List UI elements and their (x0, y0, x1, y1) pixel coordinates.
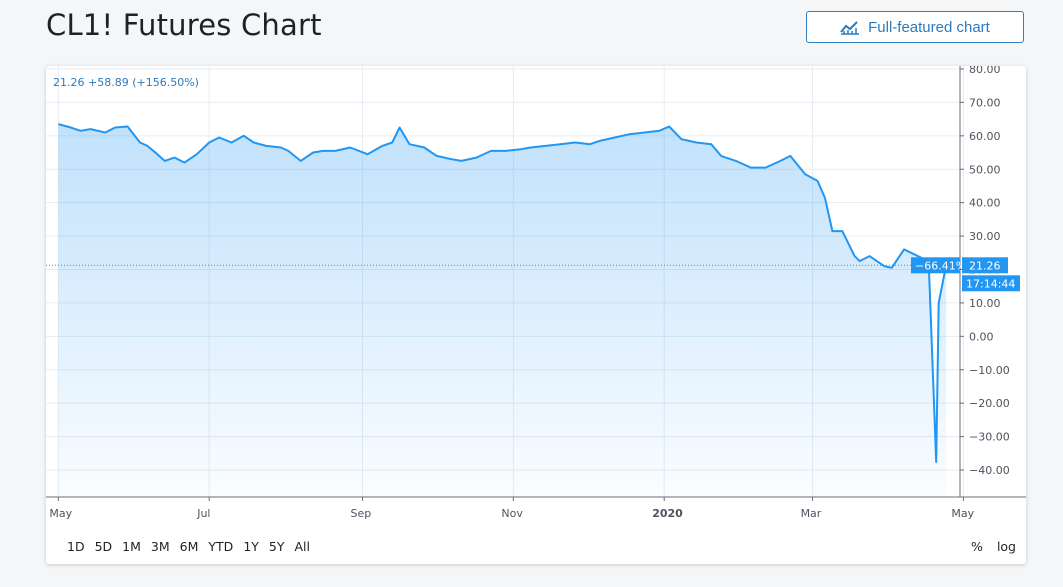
y-tick-label: 40.00 (969, 197, 1001, 210)
y-tick-label: 0.00 (969, 330, 994, 343)
x-tick-label: Sep (351, 507, 372, 520)
range-button-all[interactable]: All (294, 539, 311, 554)
x-tick-label: Mar (801, 507, 822, 520)
y-tick-label: 70.00 (969, 96, 1001, 109)
range-button-5d[interactable]: 5D (94, 539, 113, 554)
scale-tools: % log (971, 539, 1016, 554)
range-button-6m[interactable]: 6M (179, 539, 199, 554)
x-tick-label: Nov (501, 507, 523, 520)
chart-card: 80.0070.0060.0050.0040.0030.0020.0010.00… (46, 66, 1026, 564)
percent-scale-button[interactable]: % (971, 539, 983, 554)
y-tick-label: 50.00 (969, 163, 1001, 176)
last-price-badge-bg (962, 257, 1008, 274)
price-line (58, 123, 948, 463)
y-tick-label: 10.00 (969, 297, 1001, 310)
y-tick-label: 80.00 (969, 66, 1001, 76)
range-button-ytd[interactable]: YTD (208, 539, 234, 554)
y-tick-label: 30.00 (969, 230, 1001, 243)
full-featured-chart-button[interactable]: Full-featured chart (806, 11, 1024, 43)
log-scale-button[interactable]: log (996, 539, 1016, 554)
y-tick-label: −40.00 (969, 464, 1010, 477)
range-selector: 1D 5D 1M 3M 6M YTD 1Y 5Y All (62, 539, 315, 554)
chart-icon (840, 19, 860, 35)
x-tick-label: 2020 (652, 507, 683, 520)
page-title: CL1! Futures Chart (46, 8, 322, 42)
countdown-label: 17:14:44 (966, 277, 1015, 290)
range-button-1y[interactable]: 1Y (243, 539, 259, 554)
range-button-3m[interactable]: 3M (150, 539, 170, 554)
range-button-1d[interactable]: 1D (67, 539, 85, 554)
x-tick-label: May (49, 507, 72, 520)
countdown-badge-bg (962, 275, 1020, 292)
y-tick-label: −30.00 (969, 431, 1010, 444)
y-tick-label: 60.00 (969, 130, 1001, 143)
last-price-label: 21.26 (969, 259, 1001, 272)
change-pct-label: −66.41% (915, 259, 966, 272)
price-area (58, 124, 947, 497)
range-button-5y[interactable]: 5Y (268, 539, 285, 554)
range-button-1m[interactable]: 1M (122, 539, 141, 554)
y-tick-label: −10.00 (969, 364, 1010, 377)
price-chart[interactable]: 80.0070.0060.0050.0040.0030.0020.0010.00… (46, 66, 1026, 564)
x-tick-label: Jul (196, 507, 210, 520)
full-featured-chart-label: Full-featured chart (868, 18, 990, 36)
x-tick-label: May (951, 507, 974, 520)
legend-value: 21.26 +58.89 (+156.50%) (53, 76, 199, 89)
y-tick-label: −20.00 (969, 397, 1010, 410)
change-pct-badge-bg (911, 257, 960, 274)
